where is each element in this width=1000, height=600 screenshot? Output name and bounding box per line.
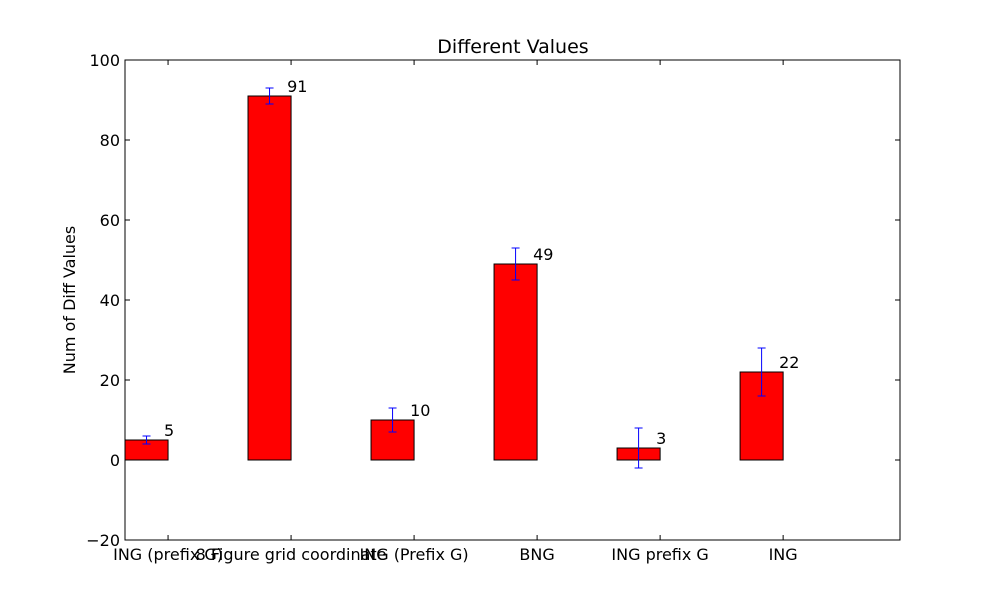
x-tick-label-1: 8 Figure grid coordinate bbox=[196, 545, 387, 564]
bar-1 bbox=[247, 95, 292, 461]
x-tick-label-5: ING bbox=[769, 545, 798, 564]
x-ticks-group: ING (prefix G)8 Figure grid coordinateIN… bbox=[113, 60, 798, 564]
data-label-3: 49 bbox=[533, 245, 553, 264]
data-labels-group: 5 91 10 49 3 22 bbox=[164, 77, 799, 448]
chart-title: Different Values bbox=[437, 36, 588, 58]
y-tick-label-2: 20 bbox=[100, 371, 120, 390]
x-tick-label-4: ING prefix G bbox=[611, 545, 708, 564]
y-tick-label-5: 80 bbox=[100, 131, 120, 150]
bars-group bbox=[124, 95, 784, 461]
data-label-4: 3 bbox=[656, 429, 666, 448]
bar-3 bbox=[493, 263, 538, 461]
y-tick-label-1: 0 bbox=[110, 451, 120, 470]
data-label-0: 5 bbox=[164, 421, 174, 440]
data-label-5: 22 bbox=[779, 353, 799, 372]
data-label-2: 10 bbox=[410, 401, 430, 420]
x-tick-label-3: BNG bbox=[519, 545, 554, 564]
y-tick-label-4: 60 bbox=[100, 211, 120, 230]
error-bar-1 bbox=[265, 87, 274, 105]
y-ticks-group: −20 0 20 40 60 80 100 bbox=[86, 51, 900, 550]
x-tick-label-0: ING (prefix G) bbox=[113, 545, 223, 564]
error-bar-2 bbox=[388, 407, 397, 433]
y-tick-label-3: 40 bbox=[100, 291, 120, 310]
x-tick-label-2: ING (Prefix G) bbox=[360, 545, 469, 564]
error-bars-group bbox=[142, 87, 766, 469]
error-bar-5 bbox=[757, 347, 766, 397]
y-tick-label-0: −20 bbox=[86, 531, 120, 550]
y-tick-label-6: 100 bbox=[89, 51, 120, 70]
error-bar-0 bbox=[142, 435, 151, 445]
data-label-1: 91 bbox=[287, 77, 307, 96]
plot-frame bbox=[124, 59, 901, 541]
error-bar-3 bbox=[511, 247, 520, 281]
y-axis-label: Num of Diff Values bbox=[60, 226, 79, 374]
error-bar-4 bbox=[634, 427, 643, 469]
